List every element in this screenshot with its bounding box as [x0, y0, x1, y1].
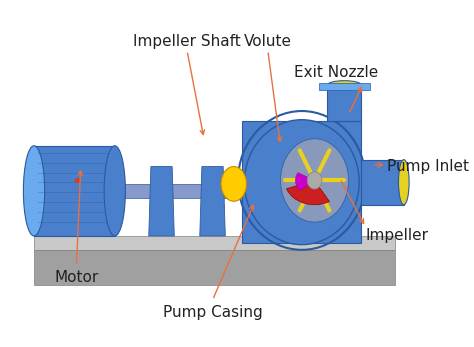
- Text: Volute: Volute: [244, 34, 292, 49]
- Wedge shape: [295, 173, 315, 191]
- Polygon shape: [34, 146, 115, 236]
- Polygon shape: [34, 250, 395, 285]
- Polygon shape: [361, 160, 404, 205]
- Ellipse shape: [104, 146, 126, 236]
- Polygon shape: [328, 87, 361, 121]
- Polygon shape: [34, 236, 395, 250]
- Ellipse shape: [399, 160, 409, 205]
- Text: Exit Nozzle: Exit Nozzle: [294, 65, 378, 81]
- Ellipse shape: [221, 167, 246, 201]
- Polygon shape: [319, 83, 370, 90]
- Ellipse shape: [307, 172, 322, 189]
- Text: Pump Casing: Pump Casing: [163, 305, 263, 320]
- Text: Impeller Shaft: Impeller Shaft: [133, 34, 241, 49]
- Ellipse shape: [245, 120, 359, 245]
- Polygon shape: [149, 167, 174, 236]
- Ellipse shape: [23, 146, 45, 236]
- Wedge shape: [287, 180, 329, 205]
- Polygon shape: [115, 184, 242, 198]
- Polygon shape: [200, 167, 225, 236]
- Text: Motor: Motor: [55, 270, 99, 285]
- Ellipse shape: [281, 139, 348, 222]
- Ellipse shape: [328, 81, 361, 89]
- Text: Pump Inlet: Pump Inlet: [387, 159, 469, 174]
- Polygon shape: [242, 121, 361, 243]
- Text: Impeller: Impeller: [365, 228, 428, 244]
